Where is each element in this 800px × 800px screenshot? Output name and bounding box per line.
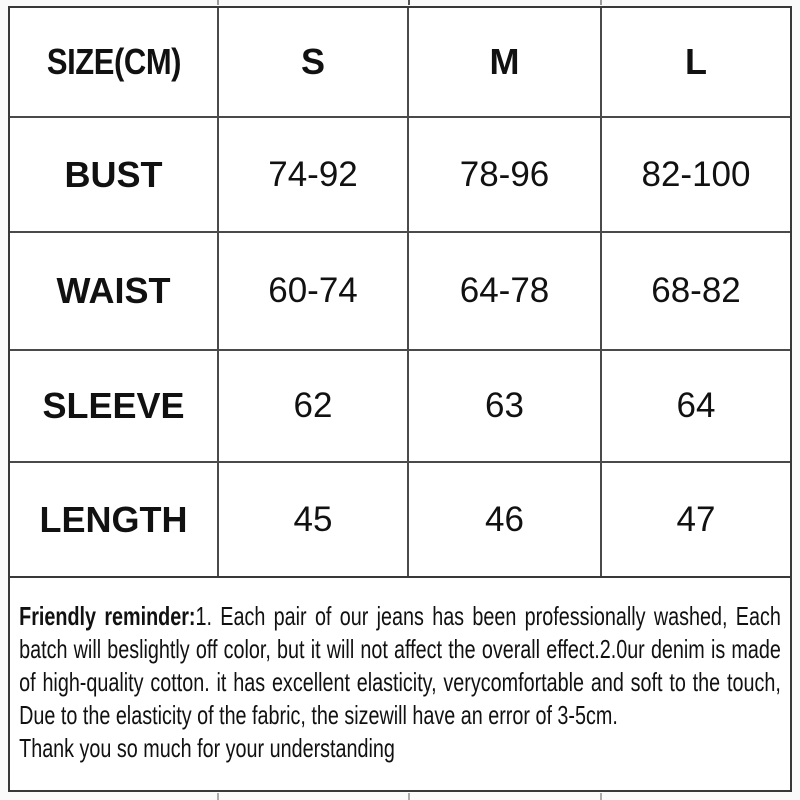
length-value-s: 45 bbox=[219, 463, 409, 576]
size-table-header-label: SIZE(CM) bbox=[46, 41, 181, 82]
sleeve-value-m: 63 bbox=[409, 351, 602, 463]
row-label-waist: WAIST bbox=[10, 233, 219, 351]
reminder-box: Friendly reminder:1. Each pair of our je… bbox=[8, 576, 792, 792]
crop-artifact-line bbox=[600, 0, 602, 5]
reminder-paragraph: Friendly reminder:1. Each pair of our je… bbox=[19, 600, 781, 732]
bust-value-s: 74-92 bbox=[219, 118, 409, 233]
crop-artifact-line bbox=[217, 793, 219, 800]
thanks-line: Thank you so much for your understanding bbox=[19, 733, 395, 763]
sleeve-value-l: 64 bbox=[602, 351, 790, 463]
length-value-m: 46 bbox=[409, 463, 602, 576]
crop-artifact-line bbox=[600, 793, 602, 800]
size-table-header-l: L bbox=[602, 8, 790, 118]
size-table-header-m: M bbox=[409, 8, 602, 118]
row-label-sleeve: SLEEVE bbox=[10, 351, 219, 463]
crop-artifact-line bbox=[408, 0, 410, 5]
reminder-content: Friendly reminder:1. Each pair of our je… bbox=[10, 578, 790, 765]
row-label-bust: BUST bbox=[10, 118, 219, 233]
waist-value-s: 60-74 bbox=[219, 233, 409, 351]
reminder-lead: Friendly reminder: bbox=[19, 601, 196, 631]
waist-value-m: 64-78 bbox=[409, 233, 602, 351]
size-table-header-s: S bbox=[219, 8, 409, 118]
crop-artifact-line bbox=[217, 0, 219, 5]
waist-value-l: 68-82 bbox=[602, 233, 790, 351]
sleeve-value-s: 62 bbox=[219, 351, 409, 463]
row-label-length: LENGTH bbox=[10, 463, 219, 576]
bust-value-l: 82-100 bbox=[602, 118, 790, 233]
bust-value-m: 78-96 bbox=[409, 118, 602, 233]
length-value-l: 47 bbox=[602, 463, 790, 576]
reminder-body: 1. Each pair of our jeans has been profe… bbox=[19, 601, 781, 730]
size-table-header-size-cm: SIZE(CM) bbox=[10, 8, 219, 118]
size-table: SIZE(CM) S M L BUST 74-92 78-96 82-100 W… bbox=[8, 6, 792, 578]
crop-artifact-line bbox=[408, 793, 410, 800]
